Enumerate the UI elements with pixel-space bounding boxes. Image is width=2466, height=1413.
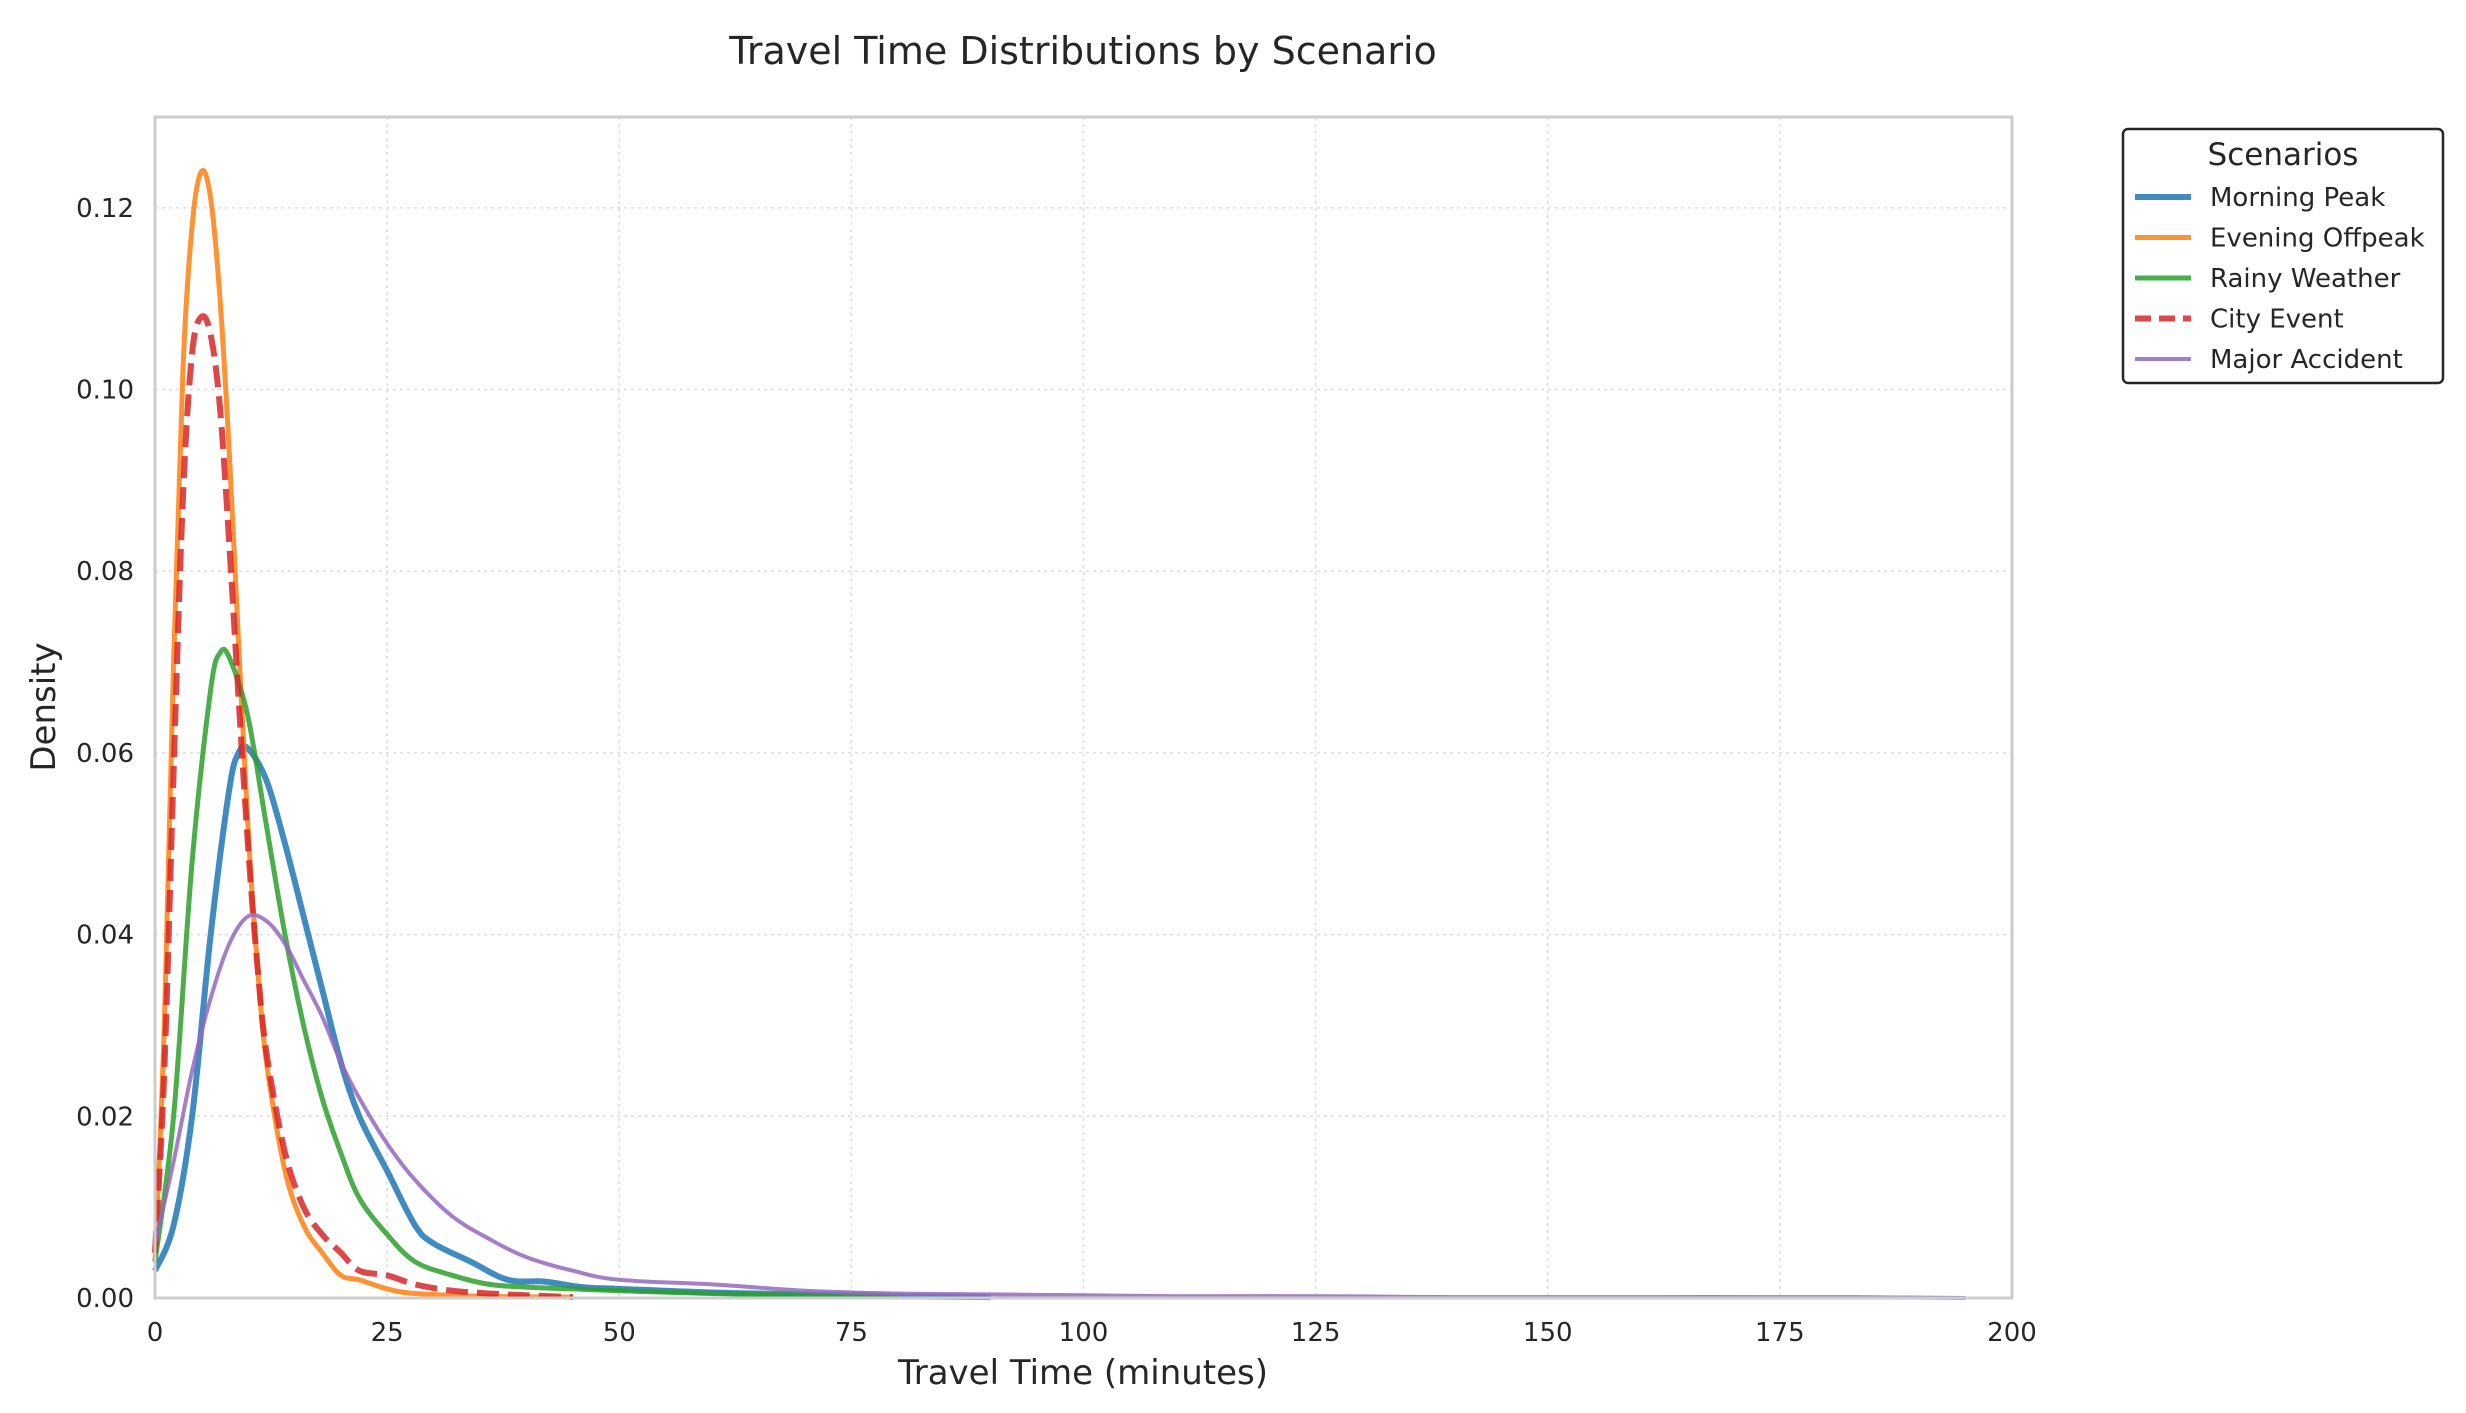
series-line-rainy-weather — [152, 646, 898, 1300]
x-tick-label: 50 — [603, 1318, 636, 1348]
series-line-morning-peak — [152, 743, 991, 1301]
y-tick-label: 0.02 — [76, 1102, 134, 1132]
x-tick-label: 150 — [1523, 1318, 1573, 1348]
legend-label: City Event — [2210, 305, 2344, 335]
grid — [155, 117, 2012, 1298]
y-tick-label: 0.04 — [76, 921, 134, 951]
y-tick-label: 0.12 — [76, 194, 134, 224]
x-tick-label: 125 — [1291, 1318, 1341, 1348]
legend-item-rainy-weather: Rainy Weather — [2135, 264, 2401, 294]
legend-label: Morning Peak — [2210, 183, 2385, 213]
y-tick-label: 0.08 — [76, 557, 134, 587]
series-line-major-accident — [153, 912, 1966, 1300]
legend-label: Evening Offpeak — [2210, 224, 2425, 254]
legend-label: Major Accident — [2210, 345, 2403, 375]
legend: Scenarios Morning Peak Evening Offpeak Rai… — [2121, 127, 2445, 385]
x-tick-label: 200 — [1987, 1318, 2037, 1348]
x-tick-label: 175 — [1755, 1318, 1805, 1348]
x-axis-label: Travel Time (minutes) — [897, 1353, 1268, 1393]
x-tick-label: 25 — [371, 1318, 404, 1348]
series-line-evening-offpeak — [152, 168, 573, 1300]
y-axis-label: Density — [24, 642, 64, 771]
plot-area — [153, 115, 2014, 1300]
y-tick-label: 0.06 — [76, 739, 134, 769]
x-tick-label: 100 — [1059, 1318, 1109, 1348]
series-line-city-event — [152, 313, 573, 1301]
legend-item-city-event: City Event — [2135, 305, 2344, 335]
legend-box — [2121, 127, 2445, 385]
legend-items: Morning Peak Evening Offpeak Rainy Weather… — [2135, 183, 2425, 375]
x-tick-label: 0 — [147, 1318, 164, 1348]
legend-label: Rainy Weather — [2210, 264, 2401, 294]
y-tick-label: 0.10 — [76, 376, 134, 406]
legend-title: Scenarios — [2208, 137, 2359, 173]
chart-title: Travel Time Distributions by Scenario — [728, 29, 1437, 73]
x-axis-ticks: 0 25 50 75 100 125 150 175 200 — [147, 1318, 2037, 1348]
legend-item-major-accident: Major Accident — [2135, 345, 2403, 375]
legend-item-morning-peak: Morning Peak — [2135, 183, 2385, 213]
series-layer — [152, 168, 1966, 1301]
x-tick-label: 75 — [835, 1318, 868, 1348]
legend-item-evening-offpeak: Evening Offpeak — [2135, 224, 2425, 254]
y-axis-ticks: 0.00 0.02 0.04 0.06 0.08 0.10 0.12 — [76, 194, 134, 1314]
y-tick-label: 0.00 — [76, 1284, 134, 1314]
